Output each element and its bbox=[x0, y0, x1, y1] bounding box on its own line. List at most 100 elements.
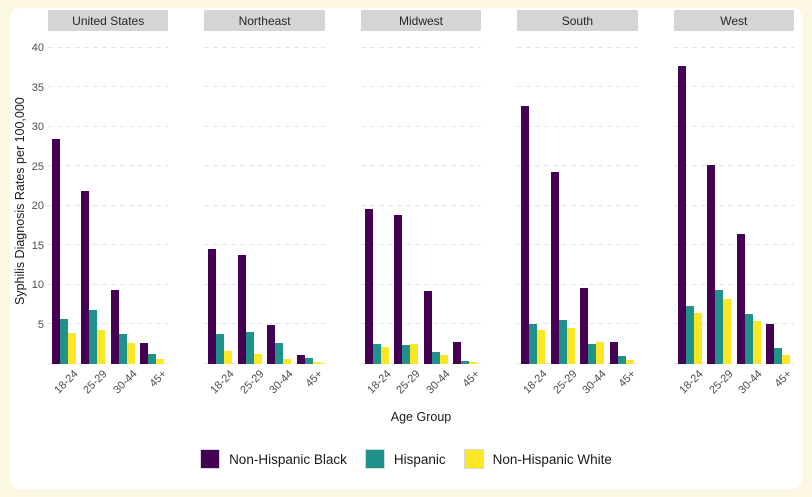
x-tick: 18-24 bbox=[52, 364, 80, 406]
gridline bbox=[517, 205, 638, 206]
bar bbox=[410, 344, 419, 364]
bar-group bbox=[81, 191, 106, 364]
bar bbox=[537, 330, 546, 364]
bar bbox=[596, 342, 605, 364]
gridline bbox=[517, 126, 638, 127]
x-tick-label: 45+ bbox=[772, 368, 795, 390]
x-tick: 45+ bbox=[610, 364, 638, 406]
bar bbox=[97, 330, 106, 364]
bar bbox=[469, 362, 478, 364]
bar bbox=[558, 320, 567, 364]
bar-groups bbox=[204, 39, 324, 364]
x-axis-labels: 18-24 25-29 30-44 45+ bbox=[674, 364, 795, 406]
y-tick-label: 40 bbox=[31, 42, 44, 54]
gridline bbox=[204, 126, 325, 127]
bar-groups bbox=[517, 39, 637, 364]
x-tick-label: 18-24 bbox=[208, 368, 237, 397]
facet: Northeast 18-24 25-29 30-44 45+ bbox=[204, 10, 326, 406]
bar bbox=[439, 355, 448, 364]
bar bbox=[402, 345, 411, 364]
x-tick: 25-29 bbox=[238, 364, 266, 406]
gridline bbox=[360, 205, 482, 206]
gridline bbox=[204, 165, 325, 166]
bar bbox=[110, 290, 119, 364]
bar bbox=[423, 291, 432, 364]
bar-group bbox=[550, 172, 575, 364]
gridline bbox=[204, 86, 325, 87]
x-tick-label: 25-29 bbox=[550, 368, 580, 397]
bar bbox=[237, 255, 246, 364]
bar bbox=[588, 344, 597, 364]
gridline bbox=[48, 126, 169, 127]
gridline bbox=[360, 165, 482, 166]
bar bbox=[453, 342, 462, 364]
gridline bbox=[673, 284, 795, 285]
gridline bbox=[360, 86, 482, 87]
bar-group bbox=[296, 355, 321, 364]
bar bbox=[677, 66, 686, 364]
facet-plot-panel bbox=[673, 39, 795, 364]
bar bbox=[304, 358, 313, 364]
bar-group bbox=[364, 209, 389, 364]
gridline bbox=[517, 244, 638, 245]
x-tick: 18-24 bbox=[521, 364, 549, 406]
y-tick-label: 35 bbox=[31, 81, 44, 94]
bar bbox=[224, 351, 233, 364]
bar bbox=[625, 360, 634, 364]
x-tick: 18-24 bbox=[208, 364, 237, 406]
bar bbox=[148, 354, 157, 364]
facet: West 18-24 25-29 30-44 45+ bbox=[673, 10, 795, 406]
x-tick-label: 18-24 bbox=[521, 368, 550, 397]
gridline bbox=[48, 363, 169, 364]
legend-swatch bbox=[200, 449, 221, 469]
x-tick: 45+ bbox=[766, 364, 795, 406]
bar-group bbox=[394, 215, 419, 364]
x-tick: 30-44 bbox=[737, 364, 765, 406]
bar bbox=[736, 234, 745, 364]
bar bbox=[715, 290, 724, 364]
gridline bbox=[360, 284, 482, 285]
facet-strip: South bbox=[517, 10, 638, 31]
y-tick-label: 15 bbox=[31, 239, 44, 252]
facet-strip: West bbox=[673, 10, 795, 31]
facet-plot-panel bbox=[204, 39, 325, 364]
bar bbox=[774, 348, 783, 364]
y-tick-label: 20 bbox=[31, 200, 44, 212]
bar bbox=[140, 343, 149, 364]
gridline bbox=[204, 205, 325, 206]
x-axis-title: Age Group bbox=[390, 410, 452, 424]
bar-groups bbox=[361, 39, 481, 364]
x-tick: 30-44 bbox=[580, 364, 608, 406]
gridline bbox=[517, 86, 638, 87]
bar-groups bbox=[48, 39, 168, 364]
gridline bbox=[48, 86, 169, 87]
bar bbox=[685, 306, 694, 364]
x-tick-label: 45+ bbox=[303, 368, 326, 390]
x-tick-label: 45+ bbox=[616, 368, 639, 390]
gridline bbox=[48, 165, 169, 166]
bar bbox=[723, 299, 732, 364]
gridline bbox=[360, 363, 482, 364]
bar bbox=[364, 209, 373, 364]
bar bbox=[394, 215, 403, 364]
gridline bbox=[204, 244, 325, 245]
legend-label: Non-Hispanic Black bbox=[229, 451, 347, 467]
bar bbox=[283, 359, 292, 364]
x-tick-label: 25-29 bbox=[394, 368, 423, 397]
bar-group bbox=[140, 343, 165, 364]
x-tick: 18-24 bbox=[678, 364, 706, 406]
x-tick-label: 30-44 bbox=[580, 368, 609, 397]
x-tick-label: 45+ bbox=[460, 368, 482, 390]
x-tick: 30-44 bbox=[111, 364, 139, 406]
gridline bbox=[517, 323, 638, 324]
bar-group bbox=[736, 234, 761, 364]
bar bbox=[752, 321, 761, 364]
gridline bbox=[48, 205, 169, 206]
bar-group bbox=[677, 66, 702, 364]
x-tick: 18-24 bbox=[365, 364, 393, 406]
gridline bbox=[517, 284, 638, 285]
bar bbox=[744, 314, 753, 364]
gridline bbox=[204, 323, 325, 324]
gridline bbox=[673, 86, 795, 87]
legend-item: Hispanic bbox=[364, 449, 446, 469]
